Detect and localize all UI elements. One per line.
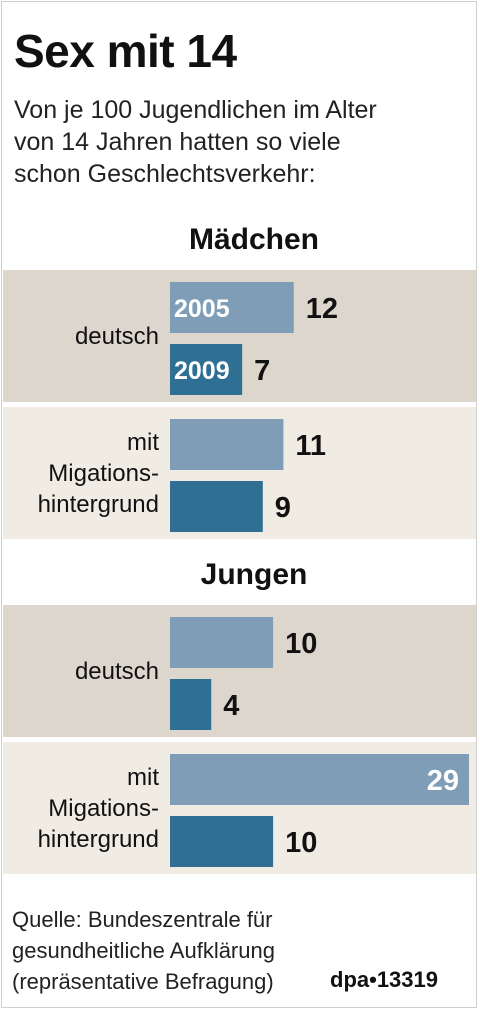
bar-2009 [170, 481, 263, 532]
value-label: 4 [223, 690, 239, 722]
chart-title: Sex mit 14 [14, 25, 237, 77]
category-label: Migations- [48, 795, 159, 822]
source-line-3: (repräsentative Befragung) [12, 969, 274, 994]
value-label: 11 [295, 430, 326, 462]
chart-subtitle: Von je 100 Jugendlichen im Alter von 14 … [14, 94, 377, 190]
category-label: mit [127, 429, 159, 456]
value-label: 7 [254, 355, 270, 387]
group-heading: Mädchen [189, 223, 319, 256]
legend-label: 2009 [174, 357, 230, 385]
category-label: mit [127, 764, 159, 791]
category-label: deutsch [75, 658, 159, 685]
subtitle-line-3: schon Geschlechtsverkehr: [14, 160, 316, 188]
value-label: 29 [427, 765, 459, 797]
category-label: hintergrund [38, 826, 159, 853]
bar-2009 [170, 679, 212, 730]
category-label: hintergrund [38, 491, 159, 518]
value-label: 9 [275, 492, 291, 524]
bar-2005 [170, 419, 284, 470]
agency-credit: dpa•13319 [330, 967, 438, 992]
bar-2005 [170, 754, 469, 805]
subtitle-line-1: Von je 100 Jugendlichen im Alter [14, 96, 377, 124]
value-label: 12 [306, 293, 338, 325]
bar-2005 [170, 282, 294, 333]
bar-2009 [170, 816, 274, 867]
legend-label: 2005 [174, 295, 230, 323]
source-note: Quelle: Bundeszentrale für gesundheitlic… [12, 904, 275, 997]
bar-2005 [170, 617, 274, 668]
value-label: 10 [285, 827, 317, 859]
value-label: 10 [285, 628, 317, 660]
group-heading: Jungen [201, 558, 308, 591]
category-label: deutsch [75, 323, 159, 350]
category-label: Migations- [48, 460, 159, 487]
bar-2009 [170, 344, 243, 395]
source-line-1: Quelle: Bundeszentrale für [12, 907, 273, 932]
subtitle-line-2: von 14 Jahren hatten so viele [14, 128, 341, 156]
source-line-2: gesundheitliche Aufklärung [12, 938, 275, 963]
